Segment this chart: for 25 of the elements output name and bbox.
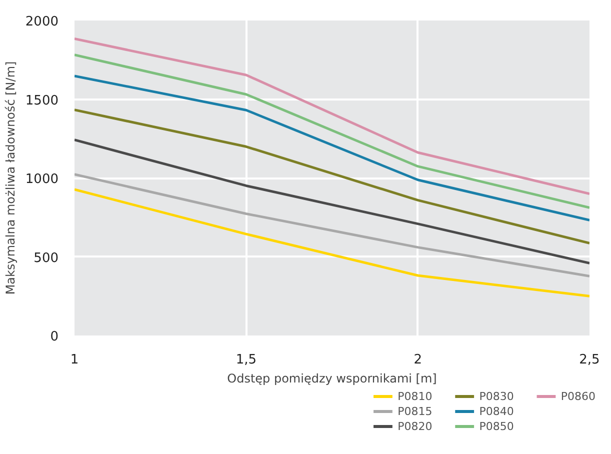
line-series [74, 173, 590, 278]
legend-label: P0860 [560, 390, 596, 403]
y-tick-label: 1000 [25, 172, 59, 187]
legend-label: P0830 [479, 390, 514, 403]
line-series [74, 138, 590, 264]
y-axis-title: Maksymalna możliwa ładowność [N/m] [3, 61, 18, 295]
x-tick-label: 2 [414, 352, 422, 368]
y-tick-label: 500 [34, 250, 59, 266]
line-series [74, 108, 590, 244]
x-tick-label: 1 [70, 352, 79, 368]
legend-label: P0820 [398, 420, 432, 433]
y-tick-label: 1500 [25, 93, 59, 108]
legend-label: P0810 [398, 390, 432, 403]
legend-label: P0840 [479, 405, 514, 418]
legend-label: P0815 [398, 405, 432, 418]
line-series [74, 74, 590, 222]
x-tick-label: 2,5 [579, 352, 600, 368]
line-series [74, 188, 590, 298]
x-axis-title: Odstęp pomiędzy wspornikami [m] [227, 372, 437, 386]
line-series [74, 54, 590, 209]
line-series [74, 38, 590, 195]
x-tick-label: 1,5 [236, 352, 257, 368]
legend-label: P0850 [479, 420, 514, 433]
y-tick-label: 2000 [25, 14, 59, 30]
y-tick-label: 0 [50, 330, 59, 344]
